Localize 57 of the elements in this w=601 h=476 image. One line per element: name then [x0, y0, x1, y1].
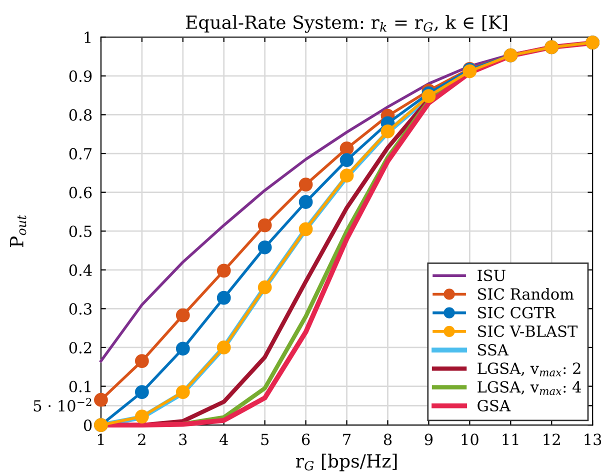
x-tick-label: 7	[343, 434, 351, 446]
legend-label: LGSA, v$_{max}$: 2	[478, 362, 580, 376]
point	[340, 142, 354, 156]
y-tick-label: 1	[84, 32, 90, 43]
x-tick-label: 9	[424, 434, 433, 446]
point	[134, 410, 149, 424]
x-tick-label: 6	[302, 434, 310, 446]
point	[216, 340, 231, 354]
y-tick-label: 0.3	[69, 303, 92, 315]
y-tick-label: 5 · 10$^{−2}$	[34, 398, 92, 412]
point	[176, 385, 190, 400]
point	[298, 195, 313, 209]
x-tick-label: 5	[261, 434, 269, 446]
x-tick-label: 12	[544, 434, 560, 446]
y-tick-label: 0.7	[69, 148, 92, 160]
point	[298, 178, 313, 192]
x-tick-label: 8	[384, 434, 392, 446]
legend-label: LGSA, v$_{max}$: 4	[478, 381, 582, 396]
legend-label: SIC Random	[478, 288, 574, 300]
y-tick-label: 0.4	[69, 264, 92, 276]
point	[340, 153, 354, 168]
y-tick-label: 0.5	[69, 226, 92, 238]
x-tick-label: 11	[502, 434, 518, 446]
y-tick-label: 0.9	[69, 70, 92, 82]
point	[258, 218, 272, 232]
point	[258, 280, 272, 294]
point	[134, 354, 149, 368]
x-axis-title: r$_{G}$ [bps/Hz]	[296, 454, 397, 472]
legend-label: ISU	[478, 270, 506, 282]
point	[258, 240, 272, 254]
x-tick-label: 1	[98, 434, 104, 446]
legend-label: SSA	[478, 344, 509, 356]
point	[340, 168, 354, 183]
y-tick-label: 0.1	[69, 380, 90, 392]
y-tick-label: 0	[84, 420, 92, 432]
y-tick-label: 0.8	[69, 109, 92, 121]
point	[134, 385, 149, 400]
point	[422, 89, 436, 104]
point	[176, 308, 190, 322]
x-tick-label: 10	[462, 434, 478, 446]
point	[380, 124, 395, 138]
legend-label: SIC V-BLAST	[478, 325, 578, 337]
point	[216, 264, 231, 278]
x-tick-label: 3	[179, 434, 187, 446]
legend-label: GSA	[478, 400, 511, 412]
point	[176, 342, 190, 356]
y-tick-label: 0.6	[69, 186, 92, 198]
legend-label: SIC CGTR	[478, 306, 556, 318]
point	[216, 290, 231, 305]
x-tick-label: 2	[138, 434, 146, 446]
x-tick-label: 4	[219, 434, 228, 446]
y-axis-title: P$_{out}$	[10, 214, 26, 247]
x-tick-label: 13	[584, 434, 601, 446]
point	[298, 222, 313, 236]
chart-title: Equal-Rate System: r$_{k}$ = r$_{G}$, k ∈ [K]	[186, 15, 507, 33]
y-tick-label: 0.2	[69, 342, 92, 354]
point	[94, 392, 108, 407]
